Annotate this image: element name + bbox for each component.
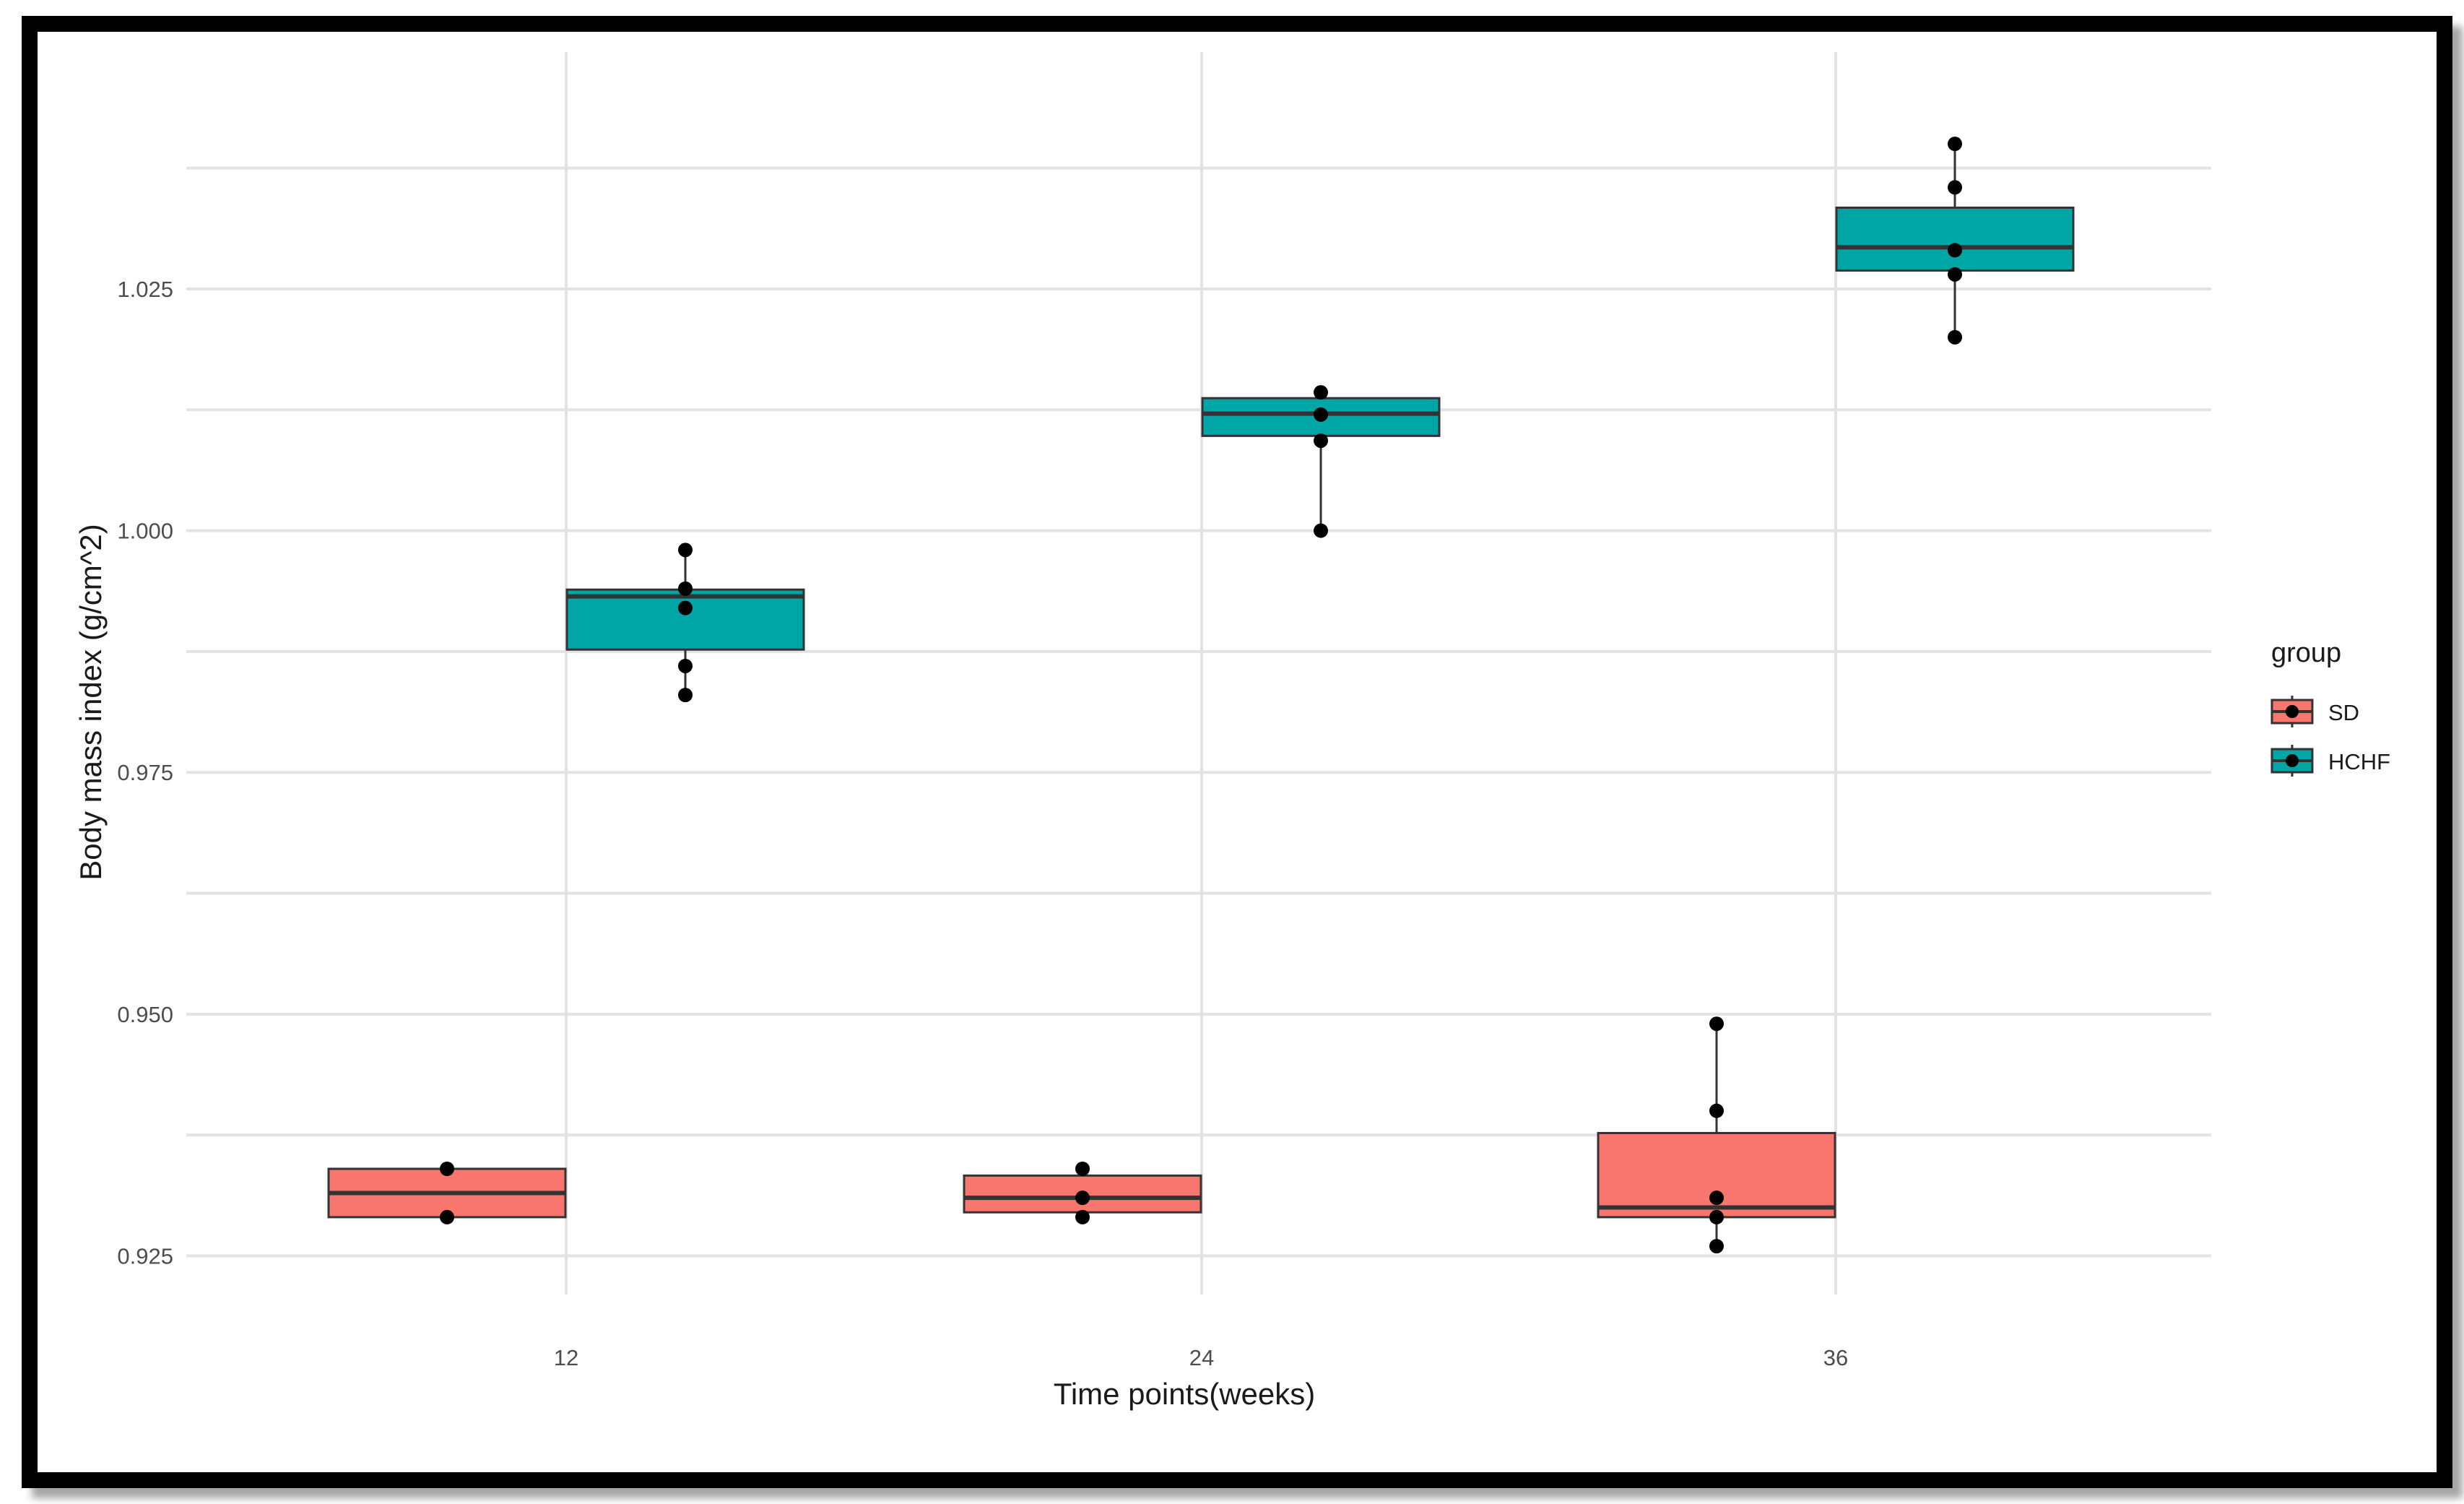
legend-label-sd: SD bbox=[2328, 700, 2359, 725]
data-point bbox=[1948, 329, 1962, 345]
data-point bbox=[1075, 1161, 1090, 1176]
data-point bbox=[440, 1209, 454, 1224]
y-tick-label: 1.000 bbox=[117, 519, 173, 544]
data-point bbox=[1948, 243, 1962, 258]
box-body bbox=[1835, 207, 2075, 272]
data-point bbox=[678, 658, 693, 673]
legend-key-point bbox=[2286, 705, 2299, 718]
data-point bbox=[1948, 180, 1962, 195]
figure-frame: 0.925 0.950 0.975 1.000 1.025 12 24 36 Time poi… bbox=[22, 16, 2452, 1488]
data-point bbox=[1709, 1209, 1724, 1224]
data-point bbox=[440, 1161, 454, 1176]
data-point bbox=[1709, 1016, 1724, 1032]
data-point bbox=[1709, 1103, 1724, 1118]
y-tick-label: 0.925 bbox=[117, 1243, 173, 1269]
data-point bbox=[1948, 137, 1962, 152]
grid-lines bbox=[186, 52, 2211, 1295]
axis-ticks: 0.925 0.950 0.975 1.000 1.025 12 24 36 bbox=[117, 277, 1848, 1370]
data-point bbox=[1075, 1209, 1090, 1224]
data-point bbox=[1948, 267, 1962, 282]
box-hchf-12 bbox=[565, 550, 805, 696]
data-point bbox=[678, 543, 693, 558]
legend-key-point bbox=[2286, 754, 2299, 767]
data-point bbox=[1709, 1239, 1724, 1254]
data-point bbox=[678, 600, 693, 615]
legend-key-sd bbox=[2270, 696, 2314, 727]
y-tick-label: 1.025 bbox=[117, 277, 173, 302]
box-sd-12 bbox=[327, 1167, 567, 1219]
x-tick-label: 36 bbox=[1823, 1345, 1848, 1370]
x-axis-title: Time points(weeks) bbox=[1054, 1377, 1316, 1411]
data-point bbox=[1709, 1190, 1724, 1206]
data-point bbox=[678, 688, 693, 703]
x-tick-label: 24 bbox=[1189, 1345, 1214, 1370]
box-hchf-36 bbox=[1835, 144, 2075, 337]
data-point bbox=[678, 581, 693, 596]
data-point bbox=[1314, 407, 1328, 422]
legend-label-hchf: HCHF bbox=[2328, 749, 2390, 774]
box-plot-series bbox=[327, 144, 2075, 1247]
x-tick-label: 12 bbox=[554, 1345, 578, 1370]
data-point bbox=[1075, 1190, 1090, 1206]
box-body bbox=[565, 588, 805, 651]
box-plot-chart: 0.925 0.950 0.975 1.000 1.025 12 24 36 Time poi… bbox=[74, 52, 2390, 1411]
y-tick-label: 0.950 bbox=[117, 1002, 173, 1027]
data-point bbox=[1314, 523, 1328, 538]
y-tick-label: 0.975 bbox=[117, 760, 173, 785]
legend: group SD HCHF bbox=[2270, 638, 2390, 777]
y-axis-title: Body mass index (g/cm^2) bbox=[74, 524, 108, 881]
legend-key-hchf bbox=[2270, 745, 2314, 777]
data-point bbox=[1314, 385, 1328, 400]
legend-title: group bbox=[2271, 638, 2341, 668]
data-point bbox=[1314, 433, 1328, 449]
data-points bbox=[440, 137, 1962, 1254]
